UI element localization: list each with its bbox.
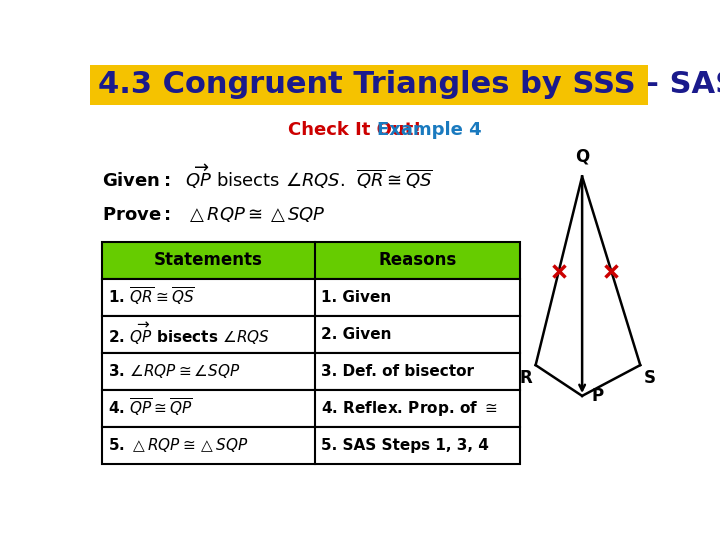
Text: S: S [644, 369, 655, 387]
Text: 2. $\overrightarrow{QP}$ bisects $\angle RQS$: 2. $\overrightarrow{QP}$ bisects $\angle… [108, 321, 270, 347]
Bar [102, 316, 520, 353]
Text: 5. SAS Steps 1, 3, 4: 5. SAS Steps 1, 3, 4 [321, 438, 489, 453]
Text: 3. Def. of bisector: 3. Def. of bisector [321, 364, 474, 379]
Text: 2. Given: 2. Given [321, 327, 392, 342]
Bar [102, 427, 520, 464]
Bar [102, 390, 520, 427]
Text: Example 4: Example 4 [377, 122, 482, 139]
Text: 1. Given: 1. Given [321, 290, 391, 305]
Text: P: P [591, 387, 603, 405]
Text: $\bf{Prove:}$  $\triangle RQP \cong \triangle SQP$: $\bf{Prove:}$ $\triangle RQP \cong \tria… [102, 205, 325, 225]
Text: Check It Out!: Check It Out! [287, 122, 421, 139]
Bar [90, 65, 648, 105]
Text: 1. $\overline{QR} \cong \overline{QS}$: 1. $\overline{QR} \cong \overline{QS}$ [108, 286, 194, 308]
Bar [102, 353, 520, 390]
Text: Statements: Statements [154, 252, 263, 269]
Text: $\bf{Given:}$  $\overrightarrow{QP}$ bisects $\angle RQS$.  $\overline{QR} \cong: $\bf{Given:}$ $\overrightarrow{QP}$ bise… [102, 162, 433, 191]
Bar [102, 242, 520, 279]
Text: 5. $\triangle RQP \cong \triangle SQP$: 5. $\triangle RQP \cong \triangle SQP$ [108, 436, 248, 454]
Text: 3. $\angle RQP \cong \angle SQP$: 3. $\angle RQP \cong \angle SQP$ [108, 362, 240, 380]
Text: 4. $\overline{QP} \cong \overline{QP}$: 4. $\overline{QP} \cong \overline{QP}$ [108, 397, 193, 419]
Text: R: R [520, 369, 533, 387]
Text: Reasons: Reasons [378, 252, 456, 269]
Bar [102, 279, 520, 316]
Text: 4.3 Congruent Triangles by SSS - SAS: 4.3 Congruent Triangles by SSS - SAS [98, 70, 720, 99]
Text: 4. Reflex. Prop. of $\cong$: 4. Reflex. Prop. of $\cong$ [321, 399, 498, 418]
Text: Q: Q [575, 147, 589, 166]
